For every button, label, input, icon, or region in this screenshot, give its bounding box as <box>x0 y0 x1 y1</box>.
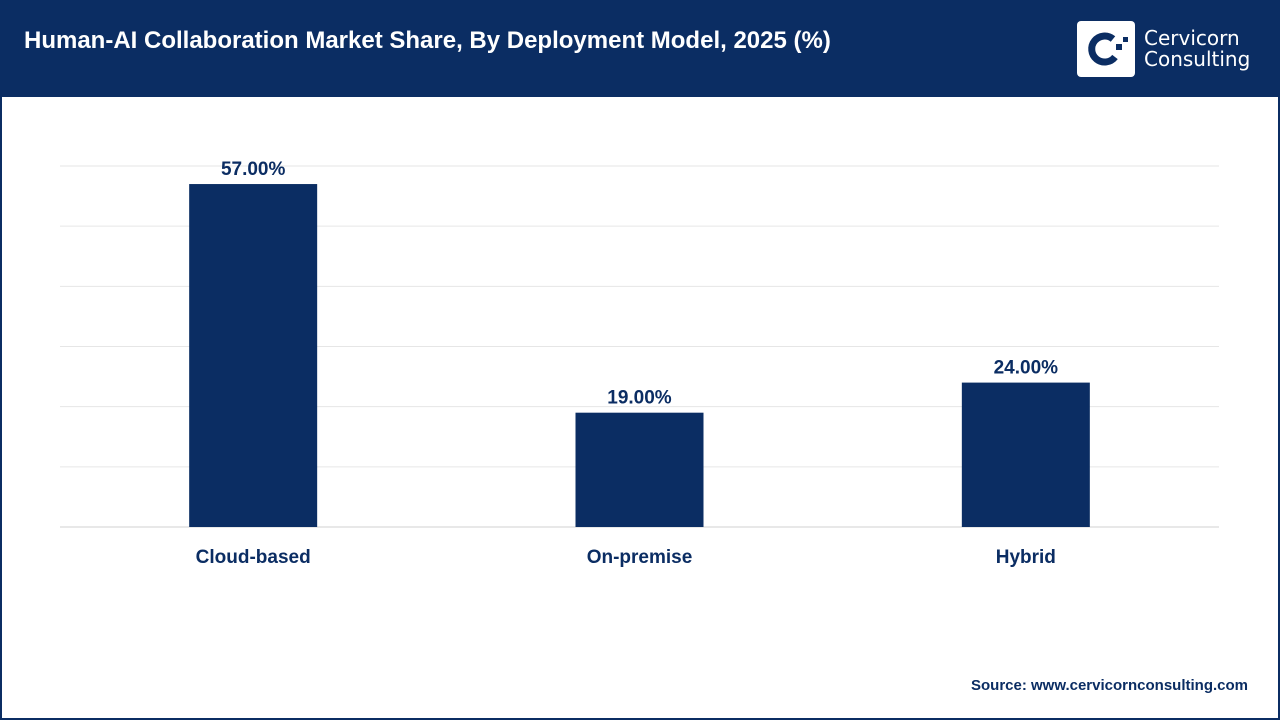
x-tick-label: On-premise <box>587 547 693 568</box>
chart-title: Human-AI Collaboration Market Share, By … <box>24 27 831 54</box>
bar-on-premise <box>575 412 704 527</box>
x-tick-label: Cloud-based <box>196 547 311 568</box>
logo-mark-icon <box>1077 21 1135 77</box>
logo-text-line2: Consulting <box>1144 47 1251 71</box>
data-label: 57.00% <box>221 159 286 180</box>
cervicorn-logo: Cervicorn Consulting <box>1077 21 1250 77</box>
header-bar: Human-AI Collaboration Market Share, By … <box>0 0 1280 97</box>
source-note: Source: www.cervicornconsulting.com <box>970 677 1248 694</box>
logo-text-line1: Cervicorn <box>1144 26 1240 50</box>
bar-hybrid <box>961 382 1090 527</box>
bar-cloud-based <box>189 184 318 528</box>
data-label: 19.00% <box>607 388 672 409</box>
x-tick-label: Hybrid <box>996 547 1056 568</box>
data-label: 24.00% <box>994 358 1059 379</box>
